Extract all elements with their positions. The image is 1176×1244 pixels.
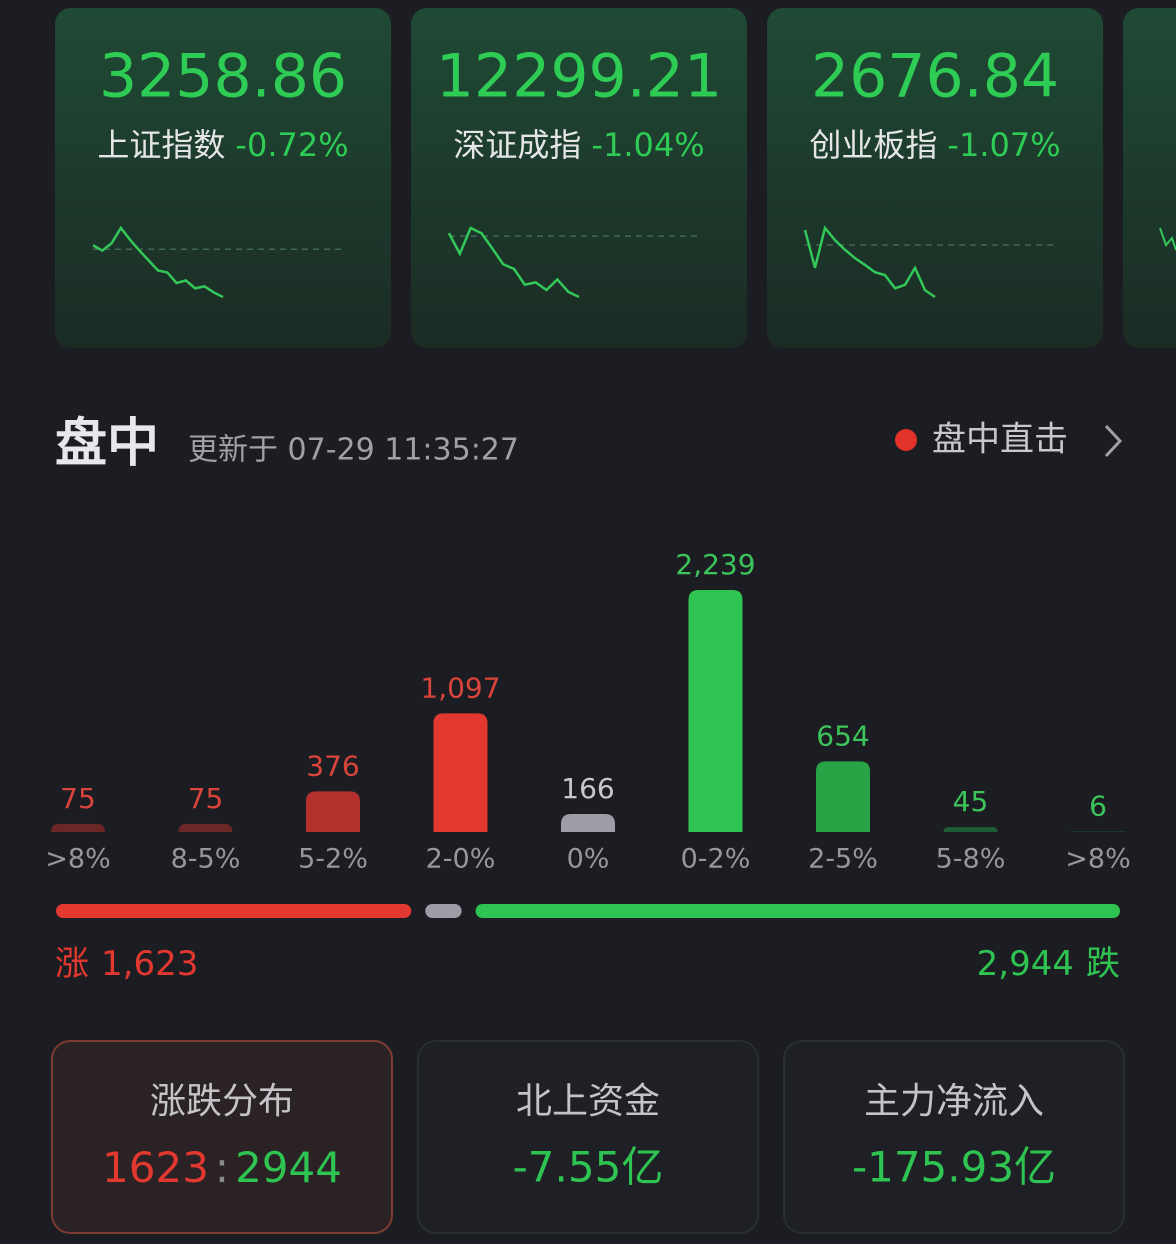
rise-bar xyxy=(56,904,412,918)
index-card-partial[interactable] xyxy=(1123,8,1176,348)
stat-fall: 2944 xyxy=(235,1143,342,1192)
live-link[interactable]: 盘中直击 xyxy=(895,420,1123,460)
index-change: -1.04% xyxy=(591,126,704,164)
index-label: 上证指数 -0.72% xyxy=(97,126,348,164)
rise-label: 涨 xyxy=(55,944,89,984)
bar xyxy=(306,791,360,832)
category-label: 2-0% xyxy=(426,844,496,875)
section-title: 盘中 xyxy=(55,414,159,474)
stat-separator: : xyxy=(215,1143,229,1192)
index-name: 深证成指 xyxy=(453,126,581,164)
category-label: 5-2% xyxy=(298,844,368,875)
index-label: 深证成指 -1.04% xyxy=(453,126,704,164)
stat-value: 1623:2944 xyxy=(102,1143,342,1192)
category-label: >8% xyxy=(45,844,110,875)
index-change: -0.72% xyxy=(235,126,348,164)
bar-value-label: 166 xyxy=(561,772,614,805)
stat-card[interactable] xyxy=(417,1040,759,1234)
bar-value-label: 45 xyxy=(953,785,989,818)
bar xyxy=(51,823,105,832)
bar-value-label: 75 xyxy=(188,782,224,815)
bar xyxy=(688,590,743,832)
category-label: >8% xyxy=(1065,844,1130,875)
bar xyxy=(1071,831,1125,832)
bar xyxy=(943,827,998,832)
bar-value-label: 1,097 xyxy=(420,671,500,704)
index-label: 创业板指 -1.07% xyxy=(809,126,1060,164)
sparkline xyxy=(447,226,580,299)
rise-count: 1,623 xyxy=(101,944,198,984)
category-label: 0-2% xyxy=(681,844,751,875)
partial-sparkline xyxy=(1159,227,1176,251)
index-value: 12299.21 xyxy=(436,42,722,112)
bar xyxy=(178,823,233,832)
category-label: 0% xyxy=(567,844,610,875)
stat-title: 北上资金 xyxy=(516,1081,660,1122)
fall-count: 2,944 xyxy=(977,944,1074,984)
live-dot xyxy=(895,429,917,451)
stat-title: 涨跌分布 xyxy=(150,1081,294,1122)
bar xyxy=(816,761,870,832)
bar xyxy=(561,814,615,832)
update-time: 更新于 07-29 11:35:27 xyxy=(188,433,519,468)
fall-summary: 2,944 跌 xyxy=(977,944,1120,984)
index-card[interactable] xyxy=(55,8,391,348)
stat-value: -175.93亿 xyxy=(852,1143,1056,1192)
bar-value-label: 2,239 xyxy=(675,548,755,581)
flat-bar xyxy=(425,904,462,918)
category-label: 5-8% xyxy=(936,844,1006,875)
bar-value-label: 654 xyxy=(816,719,869,752)
bar-value-label: 75 xyxy=(60,782,96,815)
stat-rise: 1623 xyxy=(102,1143,209,1192)
index-name: 创业板指 xyxy=(809,126,937,164)
fall-label: 跌 xyxy=(1086,944,1120,984)
rise-summary: 涨 1,623 xyxy=(55,944,198,984)
stat-value: -7.55亿 xyxy=(513,1143,664,1192)
bar xyxy=(433,713,488,832)
index-card[interactable] xyxy=(767,8,1103,348)
index-card[interactable] xyxy=(411,8,747,348)
stat-title: 主力净流入 xyxy=(864,1081,1044,1122)
fall-bar xyxy=(475,904,1120,918)
category-label: 2-5% xyxy=(808,844,878,875)
bar-value-label: 6 xyxy=(1089,789,1107,822)
sparkline xyxy=(803,225,936,299)
chevron xyxy=(1104,424,1123,458)
sparkline xyxy=(92,225,224,299)
index-change: -1.07% xyxy=(947,126,1060,164)
stat-card[interactable] xyxy=(783,1040,1125,1234)
stat-card[interactable] xyxy=(51,1040,393,1234)
live-link-text[interactable]: 盘中直击 xyxy=(932,420,1068,460)
category-label: 8-5% xyxy=(171,844,241,875)
index-value: 3258.86 xyxy=(99,42,347,112)
index-value: 2676.84 xyxy=(811,42,1059,112)
index-name: 上证指数 xyxy=(97,126,225,164)
bar-value-label: 376 xyxy=(306,749,359,782)
